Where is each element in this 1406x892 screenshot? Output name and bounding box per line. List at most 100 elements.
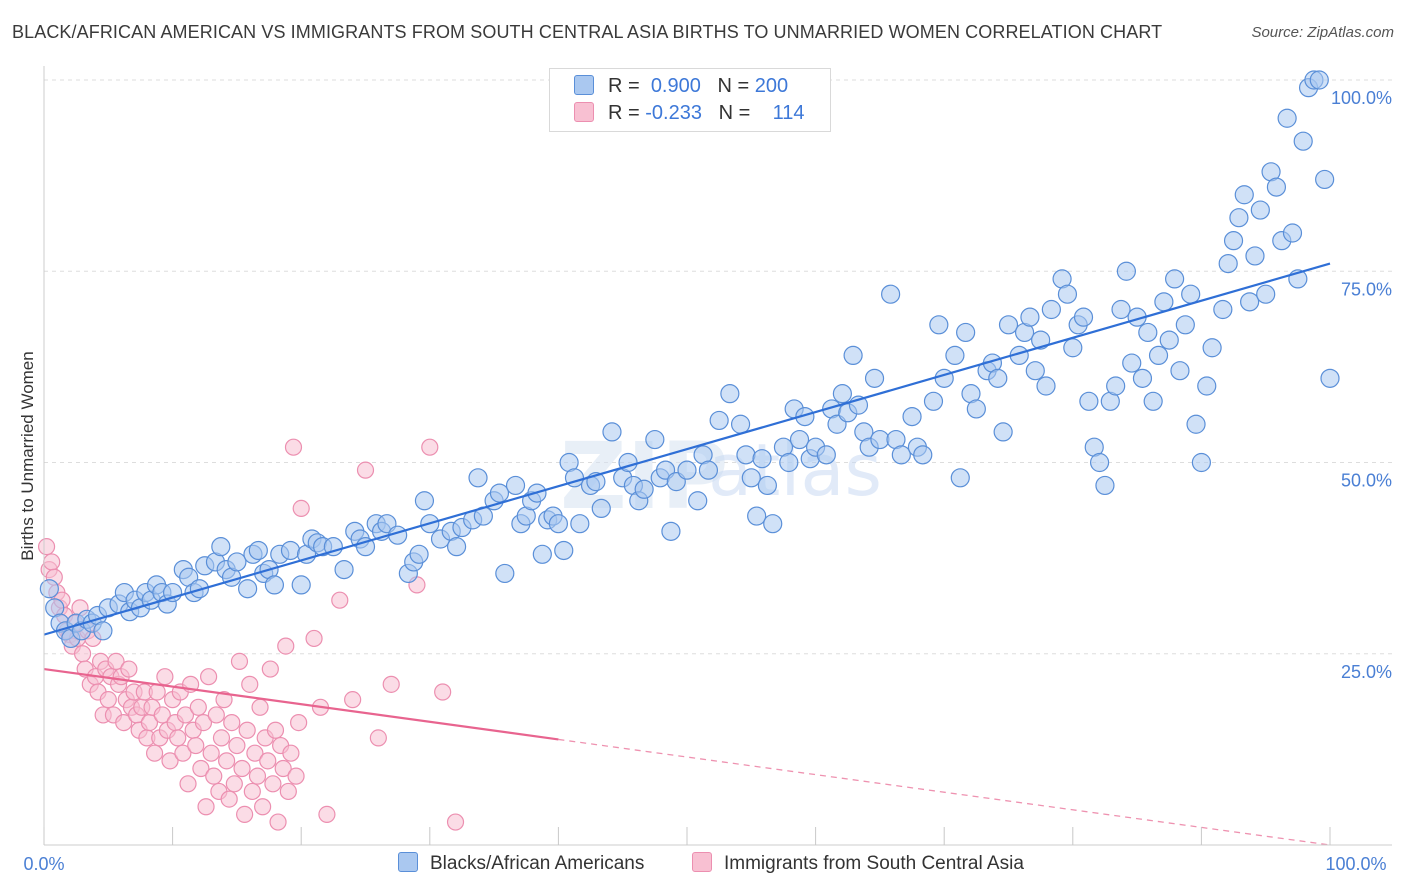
blue-point [1143,391,1163,411]
pink-point [344,691,362,709]
blue-point [902,407,922,427]
axes [43,66,1392,846]
blue-point [966,399,986,419]
blue-point [1282,223,1303,243]
blue-point [779,452,799,473]
blue-point [489,483,510,503]
pink-point [197,798,215,816]
trend-line-pink-extrapolated [558,738,1331,846]
blue-point [211,537,231,557]
pink-point [43,553,61,571]
pink-point [215,691,233,709]
pink-point [331,591,349,609]
blue-point [1175,315,1195,335]
pink-point [290,713,308,732]
pink-point [305,629,323,648]
blue-point [789,429,810,450]
blue-point [1218,254,1238,274]
blue-point [264,575,285,595]
blue-point [881,284,901,304]
blue-point [634,479,654,499]
blue-point [730,414,751,434]
trend-line-pink [43,667,559,741]
pink-point [241,675,259,693]
pink-series [37,438,465,831]
pink-point [99,691,117,709]
pink-point [233,759,251,778]
blue-point [1240,292,1260,312]
pink-point [421,438,439,456]
blue-point [913,445,933,465]
pink-point [220,790,238,808]
blue-point [923,391,944,411]
y-tick-label: 75.0% [1341,279,1392,299]
legend-r-label: R = [608,102,640,124]
blue-point [956,322,976,343]
blue-series [39,70,1340,649]
blue-point [227,552,247,572]
blue-point [720,384,740,404]
y-tick-labels: 25.0% 50.0% 75.0% 100.0% [1331,88,1392,682]
blue-point [1020,307,1040,327]
pink-point [37,538,56,556]
pink-point [369,729,387,747]
pink-point [145,744,164,762]
blue-point [677,460,697,480]
pink-point [251,698,269,716]
blue-point [1154,292,1174,312]
blue-point [1073,307,1094,327]
pink-point [218,752,236,770]
pink-point [153,706,171,724]
trend-line-blue [43,262,1331,636]
blue-point [323,537,343,557]
pink-point [202,744,220,762]
y-tick-label: 25.0% [1341,662,1392,682]
blue-point [409,544,429,564]
blue-point [1111,299,1131,320]
blue-point [591,498,611,518]
pink-point [73,645,92,663]
blue-point [1223,231,1244,251]
pink-point [248,767,267,785]
pink-point [176,706,195,724]
pink-point [269,813,287,831]
blue-point [548,514,569,534]
pink-point [434,683,452,701]
pink-point [277,637,295,655]
blue-point [1234,185,1254,205]
blue-point [1031,330,1051,350]
blue-point [757,475,777,496]
pink-point [200,668,218,686]
blue-point [39,579,59,599]
blue-point [988,368,1008,388]
x-tick-label-max: 100.0% [1325,854,1386,874]
blue-point [688,491,708,511]
legend-row-blue: R = 0.900 N = 200 [574,75,788,101]
blue-point [698,460,719,480]
pink-point [120,660,138,678]
blue-point [993,422,1013,442]
blue-point [1063,338,1083,358]
blue-point [929,315,949,335]
blue-point [998,315,1019,335]
blue-point [334,559,354,580]
blue-point [747,506,767,526]
pink-point [179,775,197,793]
pink-point [279,782,297,801]
legend-swatch-blue [574,75,594,95]
blue-point [414,491,435,511]
pink-point [238,721,256,739]
chart-title: BLACK/AFRICAN AMERICAN VS IMMIGRANTS FRO… [12,22,1163,42]
gridlines [44,79,1392,655]
pink-point [318,805,336,824]
blue-point [93,621,113,641]
y-tick-label: 50.0% [1341,471,1392,491]
pink-point [174,744,192,762]
blue-point [736,445,756,465]
pink-point [169,729,187,747]
blue-point [1159,330,1179,350]
blue-point [1213,299,1233,320]
pink-point [246,744,264,762]
legend-n-value-blue: 200 [754,75,789,97]
pink-point [382,675,400,693]
